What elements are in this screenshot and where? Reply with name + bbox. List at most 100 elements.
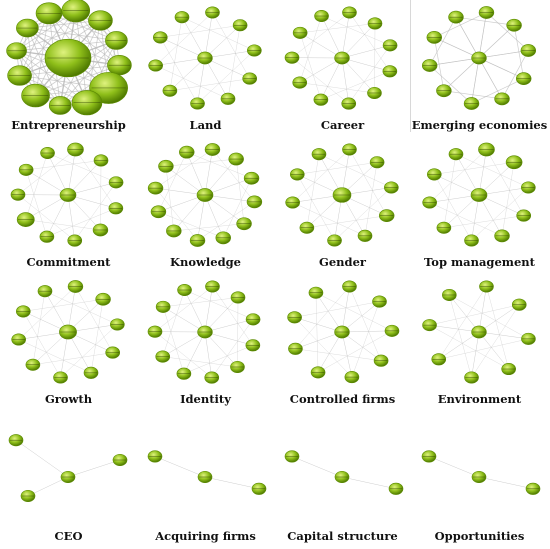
network-edge [341,476,397,490]
network-panel: Acquiring firms [137,411,274,548]
network-edge [26,160,102,171]
network-edge [46,208,116,237]
network-edge [227,25,241,99]
network-edge [204,50,255,59]
network-edge [428,456,480,478]
panel-title: CEO [54,529,83,543]
network-edge [75,149,117,209]
network-edge [478,194,524,216]
network-edge [18,286,76,340]
network-edge [434,162,515,175]
network-edge [48,12,120,66]
network-edge [320,71,390,100]
network-edge [341,57,350,104]
network-edge [478,331,509,370]
network-edge [429,324,480,333]
network-edge [297,174,335,241]
network-edge [46,194,69,237]
network-edge [204,177,252,196]
network-panel: Career [274,0,411,137]
network-edge [455,154,529,188]
network-edge [32,291,46,365]
network-panel: CEO [0,411,137,548]
network-edge [317,331,343,373]
network-edge [434,174,480,196]
network-edge [90,299,104,373]
network-edge [348,45,391,104]
network-edge [165,166,206,196]
network-panel: Capital structure [274,411,411,548]
network-panel: Entrepreneurship [0,0,137,137]
network-edge [158,152,187,212]
network-graph [10,142,124,247]
network-edge [300,23,376,34]
panel-title: Growth [44,392,93,406]
network-panel: Opportunities [411,411,548,548]
network-edge [160,25,241,38]
network-panel: Land [137,0,274,137]
network-edge [154,331,212,378]
network-edge [341,301,380,333]
network-edge [471,331,480,378]
network-edge [67,149,76,196]
panel-title: Identity [180,392,231,406]
network-edge [204,331,238,368]
network-edge [204,194,245,224]
network-edge [478,304,520,333]
network-edge [212,12,250,79]
network-edge [197,57,206,104]
panel-title: Career [320,118,365,132]
network-edge [162,356,238,368]
network-panel: Emerging economies [411,0,548,137]
network-edge [292,149,350,203]
network-graph [11,280,125,384]
network-edge [429,65,472,104]
network-edge [429,16,457,66]
network-graph [6,0,132,116]
network-edge [204,476,260,490]
network-edge [169,17,183,91]
network-graph [148,6,262,110]
network-edge [162,289,185,357]
panel-title: Gender [319,255,366,269]
network-edge [204,12,213,59]
network-edge [478,149,487,196]
network-graph [285,143,399,247]
network-edge [478,162,515,196]
network-edge [429,202,503,236]
network-edge [67,194,116,209]
panel-title: Emerging economies [411,118,548,132]
network-edge [429,194,480,203]
network-edge [162,306,185,374]
network-edge [443,90,503,100]
network-edge [364,162,378,236]
network-edge [315,292,343,333]
network-edge [471,194,480,241]
network-edge [294,301,380,318]
network-edge [341,23,376,59]
network-edge [15,439,69,478]
network-edge [212,149,255,202]
network-edge [204,319,254,333]
network-edge [299,32,322,100]
network-edge [204,25,241,59]
network-edge [295,348,382,361]
network-edge [204,149,213,196]
network-node [61,0,91,23]
network-edge [315,292,393,332]
network-edge [18,339,92,373]
network-edge [23,311,61,378]
panel-title: Controlled firms [289,392,396,406]
network-edge [349,149,387,216]
network-edge [47,152,69,196]
network-edge [341,286,350,333]
network-edge [299,82,375,94]
network-edge [429,304,520,326]
network-panel: Top management [411,137,548,274]
network-edge [163,306,206,333]
panel-title: Top management [424,255,535,269]
network-edge [204,57,229,99]
network-edge [449,294,472,378]
network-edge [434,174,472,241]
